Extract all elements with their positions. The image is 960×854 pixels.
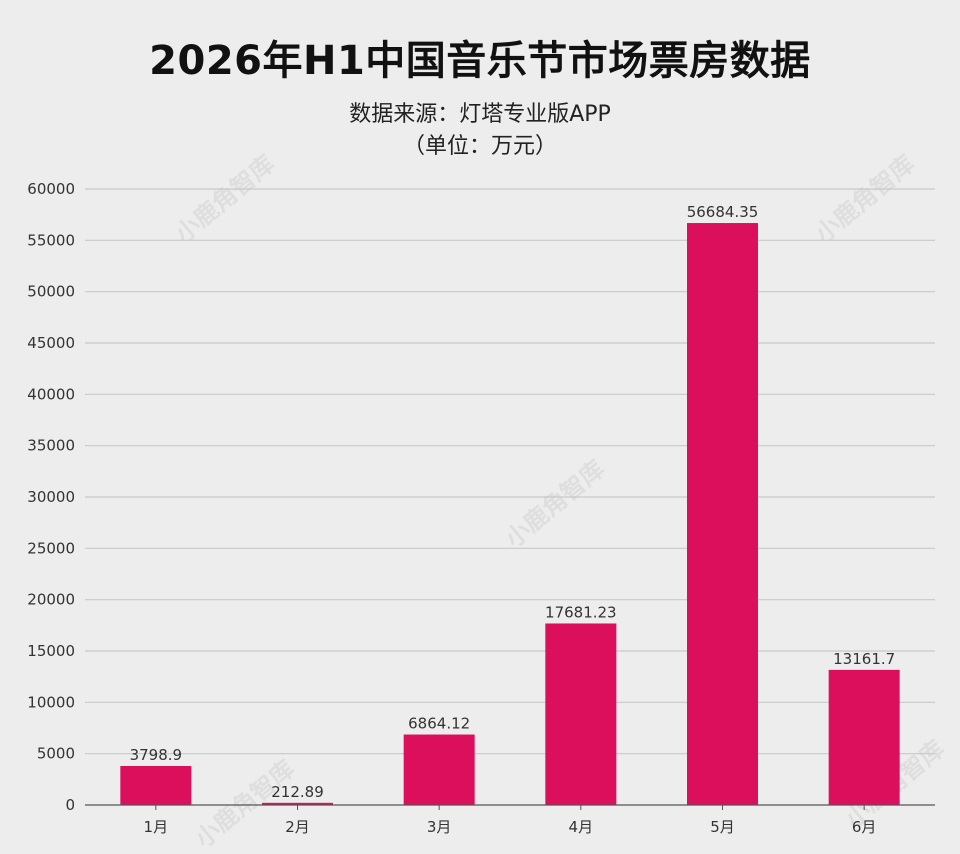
y-tick-label: 10000 bbox=[27, 693, 75, 711]
x-tick-label: 4月 bbox=[569, 818, 594, 836]
y-tick-label: 0 bbox=[65, 796, 75, 814]
y-tick-label: 45000 bbox=[27, 334, 75, 352]
bar bbox=[403, 734, 475, 805]
watermark-text: 小鹿角智库 bbox=[500, 455, 610, 554]
chart-subtitle: 数据来源：灯塔专业版APP bbox=[349, 102, 611, 127]
y-axis: 0 5000 10000 15000 20000 25000 30000 35000 40000… bbox=[27, 180, 75, 814]
data-label: 56684.35 bbox=[687, 203, 759, 221]
y-tick-label: 20000 bbox=[27, 591, 75, 609]
x-tick-label: 3月 bbox=[427, 818, 452, 836]
bar bbox=[262, 802, 333, 805]
watermark-text: 小鹿角智库 bbox=[810, 150, 920, 249]
y-tick-label: 30000 bbox=[27, 488, 75, 506]
x-tick-label: 6月 bbox=[852, 818, 877, 836]
chart-title: 2026年H1中国音乐节市场票房数据 bbox=[149, 38, 811, 84]
data-labels: 3798.9 212.89 6864.12 17681.23 56684.35 13161… bbox=[130, 203, 896, 801]
y-tick-label: 15000 bbox=[27, 642, 75, 660]
bar bbox=[828, 669, 900, 805]
x-axis: 1月 2月 3月 4月 5月 6月 bbox=[85, 804, 935, 836]
unit-note: （单位：万元） bbox=[402, 134, 557, 159]
bars bbox=[120, 223, 900, 806]
data-label: 212.89 bbox=[271, 783, 324, 801]
watermark-text: 小鹿角智库 bbox=[170, 150, 280, 249]
x-tick-label: 2月 bbox=[285, 818, 310, 836]
data-label: 13161.7 bbox=[833, 650, 895, 668]
data-label: 6864.12 bbox=[408, 715, 470, 733]
x-tick-label: 1月 bbox=[144, 818, 169, 836]
y-tick-label: 60000 bbox=[27, 180, 75, 198]
y-tick-label: 5000 bbox=[37, 745, 75, 763]
y-tick-label: 55000 bbox=[27, 231, 75, 249]
data-label: 3798.9 bbox=[130, 746, 183, 764]
data-label: 17681.23 bbox=[545, 603, 617, 621]
bar bbox=[120, 765, 192, 805]
grid-lines bbox=[85, 188, 935, 755]
x-tick-label: 5月 bbox=[710, 818, 735, 836]
bar bbox=[687, 223, 758, 806]
y-tick-label: 25000 bbox=[27, 539, 75, 557]
y-tick-label: 40000 bbox=[27, 385, 75, 403]
bar bbox=[545, 623, 617, 805]
y-tick-label: 50000 bbox=[27, 283, 75, 301]
y-tick-label: 35000 bbox=[27, 437, 75, 455]
